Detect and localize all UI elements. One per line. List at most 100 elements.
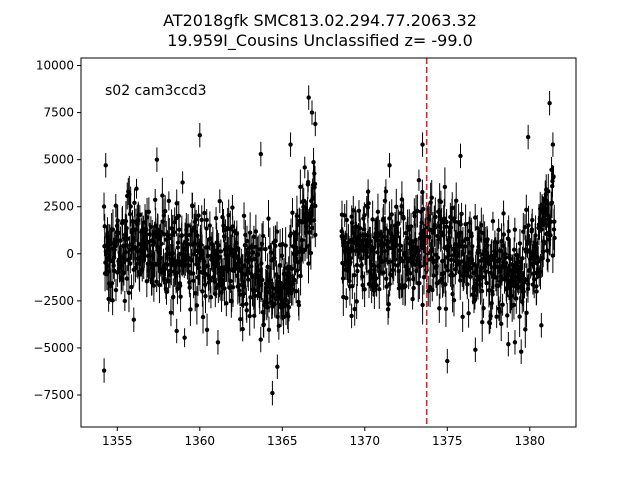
data-point — [230, 205, 235, 210]
data-point — [365, 205, 370, 210]
data-point — [193, 291, 198, 296]
data-point — [263, 246, 268, 252]
data-point — [266, 327, 272, 333]
data-point — [445, 268, 451, 273]
data-point — [243, 232, 248, 238]
data-point — [534, 289, 539, 294]
data-point — [532, 270, 537, 276]
data-point — [256, 252, 261, 257]
data-point — [473, 347, 478, 353]
data-point — [342, 213, 347, 218]
data-point — [548, 233, 553, 238]
data-point — [182, 335, 187, 340]
data-point — [460, 239, 466, 244]
data-point — [129, 284, 134, 290]
data-point — [228, 278, 233, 284]
data-point — [131, 317, 136, 322]
data-point — [180, 180, 185, 185]
data-point — [420, 189, 425, 195]
data-point — [506, 228, 511, 234]
data-point — [352, 306, 357, 312]
data-point — [443, 306, 449, 312]
data-point — [365, 189, 371, 194]
data-point — [126, 290, 132, 296]
data-point — [512, 227, 518, 232]
data-point — [199, 248, 204, 253]
data-point — [540, 249, 546, 254]
data-point — [490, 292, 495, 297]
data-point — [146, 209, 152, 215]
data-point — [307, 230, 313, 235]
data-point — [429, 195, 434, 200]
data-point — [127, 211, 133, 217]
data-point — [204, 217, 209, 223]
data-point — [200, 314, 206, 320]
data-point — [244, 238, 250, 244]
data-point — [230, 224, 235, 229]
data-point — [408, 271, 413, 276]
data-point — [164, 289, 169, 295]
data-point — [274, 229, 280, 234]
data-point — [258, 151, 264, 157]
data-point — [214, 285, 219, 291]
data-point — [458, 278, 463, 283]
data-point — [524, 207, 529, 213]
data-point — [210, 242, 216, 248]
data-point — [496, 227, 501, 233]
data-point — [193, 217, 199, 222]
data-point — [519, 349, 524, 354]
data-point — [162, 208, 168, 214]
data-point — [473, 215, 478, 220]
data-point — [503, 260, 509, 266]
data-point — [110, 227, 116, 232]
data-point — [450, 273, 456, 278]
data-point — [547, 100, 552, 106]
data-point — [159, 241, 164, 247]
data-point — [281, 314, 286, 320]
data-point — [186, 263, 192, 268]
data-point — [208, 294, 214, 300]
data-point — [445, 358, 450, 364]
data-point — [480, 274, 485, 280]
data-point — [381, 270, 386, 275]
data-point — [230, 285, 236, 290]
data-point — [420, 142, 425, 147]
data-point — [260, 277, 265, 283]
data-point — [125, 236, 130, 241]
data-point — [538, 269, 543, 274]
data-point — [514, 296, 519, 301]
data-point — [185, 223, 191, 228]
data-point — [480, 319, 485, 325]
data-point — [166, 198, 172, 204]
data-point — [286, 305, 292, 310]
data-point — [399, 197, 405, 202]
plot-data-layer — [101, 85, 557, 406]
data-point — [170, 251, 175, 256]
data-point — [121, 271, 127, 276]
data-point — [394, 204, 399, 209]
y-tick-label: −5000 — [33, 341, 74, 355]
data-point — [370, 217, 375, 222]
data-point — [550, 142, 556, 147]
data-point — [144, 227, 149, 233]
data-point — [523, 327, 528, 332]
data-point — [221, 223, 226, 228]
data-point — [158, 234, 163, 239]
data-point — [169, 226, 174, 231]
data-point — [248, 295, 253, 300]
data-point — [215, 340, 221, 345]
data-point — [437, 278, 443, 284]
data-point — [194, 303, 200, 308]
data-point — [152, 197, 158, 202]
data-point — [237, 292, 243, 297]
data-point — [176, 213, 182, 219]
data-point — [517, 314, 522, 319]
data-point — [301, 198, 306, 204]
data-point — [535, 255, 540, 260]
data-point — [472, 297, 478, 302]
data-point — [176, 227, 182, 232]
data-point — [552, 235, 557, 241]
data-point — [460, 314, 465, 319]
x-tick-label: 1370 — [350, 434, 381, 448]
data-point — [458, 230, 464, 235]
